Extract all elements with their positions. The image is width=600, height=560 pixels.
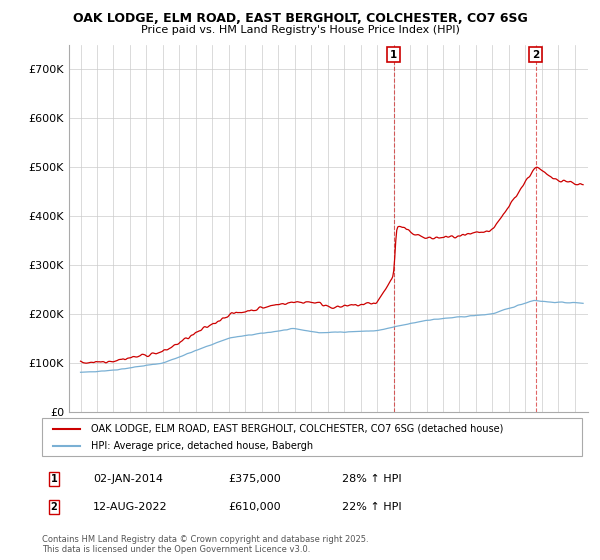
Text: £610,000: £610,000 xyxy=(228,502,281,512)
Text: 22% ↑ HPI: 22% ↑ HPI xyxy=(342,502,401,512)
Text: HPI: Average price, detached house, Babergh: HPI: Average price, detached house, Babe… xyxy=(91,441,313,451)
Text: 12-AUG-2022: 12-AUG-2022 xyxy=(93,502,167,512)
Text: 02-JAN-2014: 02-JAN-2014 xyxy=(93,474,163,484)
Text: OAK LODGE, ELM ROAD, EAST BERGHOLT, COLCHESTER, CO7 6SG: OAK LODGE, ELM ROAD, EAST BERGHOLT, COLC… xyxy=(73,12,527,25)
Text: 1: 1 xyxy=(50,474,58,484)
Text: Contains HM Land Registry data © Crown copyright and database right 2025.
This d: Contains HM Land Registry data © Crown c… xyxy=(42,535,368,554)
Text: 28% ↑ HPI: 28% ↑ HPI xyxy=(342,474,401,484)
Text: 1: 1 xyxy=(390,50,397,59)
Text: 2: 2 xyxy=(532,50,539,59)
Text: Price paid vs. HM Land Registry's House Price Index (HPI): Price paid vs. HM Land Registry's House … xyxy=(140,25,460,35)
Text: OAK LODGE, ELM ROAD, EAST BERGHOLT, COLCHESTER, CO7 6SG (detached house): OAK LODGE, ELM ROAD, EAST BERGHOLT, COLC… xyxy=(91,424,503,434)
Text: £375,000: £375,000 xyxy=(228,474,281,484)
Text: 2: 2 xyxy=(50,502,58,512)
FancyBboxPatch shape xyxy=(42,418,582,456)
